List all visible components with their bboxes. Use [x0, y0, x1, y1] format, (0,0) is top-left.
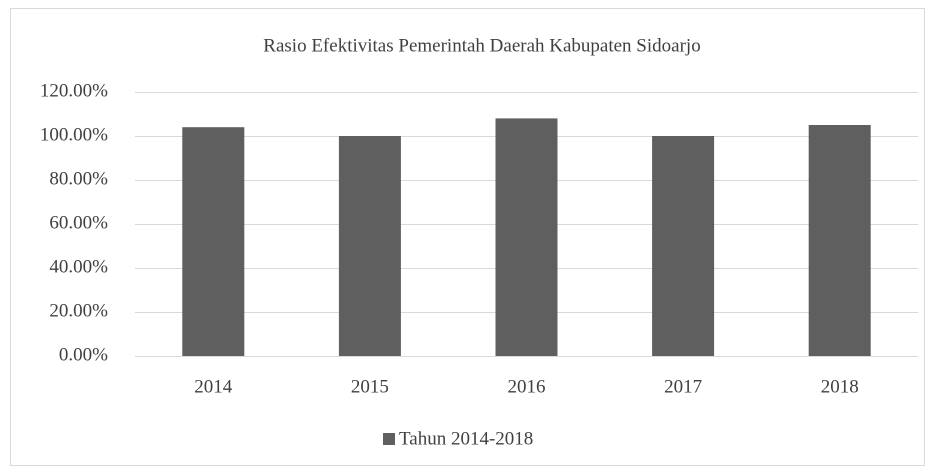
legend-label: Tahun 2014-2018: [399, 428, 533, 449]
x-tick-label: 2014: [194, 376, 233, 397]
legend-swatch: [383, 433, 395, 445]
x-tick-label: 2016: [508, 376, 546, 397]
y-tick-label: 100.00%: [40, 124, 108, 145]
x-tick-label: 2015: [351, 376, 389, 397]
bar: [182, 127, 245, 356]
y-tick-label: 60.00%: [49, 212, 108, 233]
y-tick-label: 0.00%: [59, 344, 108, 365]
y-tick-label: 120.00%: [40, 80, 108, 101]
bar: [808, 125, 871, 356]
y-tick-label: 40.00%: [49, 256, 108, 277]
y-tick-label: 80.00%: [49, 168, 108, 189]
x-tick-label: 2017: [664, 376, 702, 397]
bar: [338, 136, 401, 356]
y-tick-label: 20.00%: [49, 300, 108, 321]
x-tick-label: 2018: [821, 376, 859, 397]
chart-title: Rasio Efektivitas Pemerintah Daerah Kabu…: [263, 35, 700, 56]
bar: [652, 136, 715, 356]
bar: [495, 118, 558, 357]
chart-border: [10, 8, 925, 466]
